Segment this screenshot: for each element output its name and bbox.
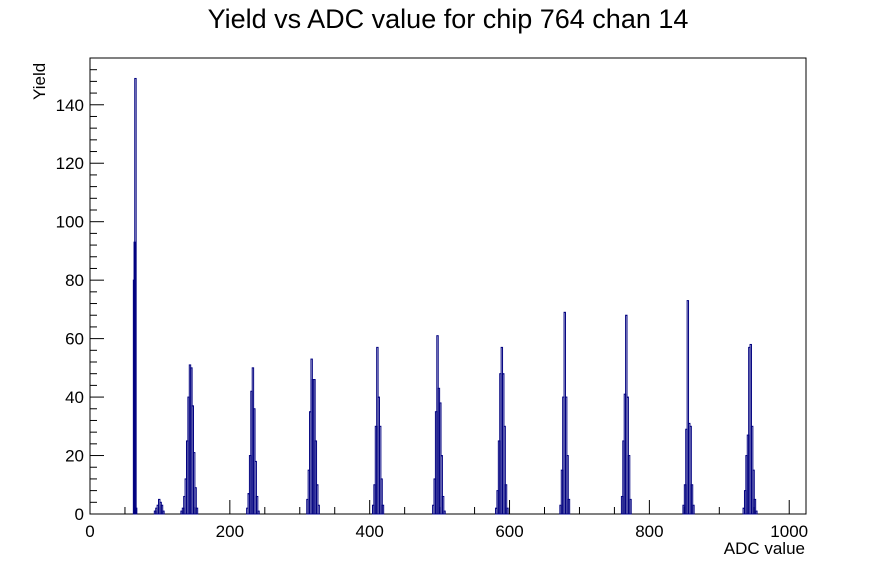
histogram-bin <box>317 504 320 515</box>
histogram-bin <box>504 484 508 515</box>
histogram-bin <box>134 507 138 515</box>
x-tick-label: 200 <box>216 522 244 541</box>
plot-frame <box>89 57 807 515</box>
histogram-bin <box>566 455 569 515</box>
y-tick-label: 100 <box>56 213 84 232</box>
histogram-bin <box>629 498 632 515</box>
histogram-bin <box>160 504 164 515</box>
x-tick-label: 600 <box>495 522 523 541</box>
histogram-bin <box>567 498 571 515</box>
histogram-bin <box>503 425 506 515</box>
histogram-bin <box>690 484 694 515</box>
histogram-bin <box>506 507 509 515</box>
histogram-bin <box>316 484 319 515</box>
axis-ticks: 0 200 400 600 800 1000 0 20 40 60 80 100 120 140 <box>56 57 808 541</box>
histogram-bin <box>443 510 446 515</box>
histogram-bin <box>627 455 631 515</box>
y-tick-label: 140 <box>56 96 84 115</box>
y-tick-label: 60 <box>65 330 84 349</box>
histogram-bin <box>686 300 690 515</box>
histogram-bin <box>162 510 165 515</box>
histogram-bin <box>254 460 257 515</box>
histogram-bin <box>692 504 695 515</box>
histogram-bin <box>441 495 445 515</box>
histogram-bin <box>195 507 199 515</box>
histogram-bin <box>378 425 382 515</box>
histogram-bin <box>380 478 383 515</box>
x-tick-label: 800 <box>635 522 663 541</box>
histogram-bin <box>255 495 259 515</box>
histogram-bin <box>440 455 443 515</box>
y-tick-label: 40 <box>65 388 84 407</box>
histogram-bars <box>132 77 758 515</box>
y-tick-label: 120 <box>56 154 84 173</box>
x-axis-label: ADC value <box>724 539 805 558</box>
histogram-bin <box>755 510 758 515</box>
histogram-bin <box>257 510 260 515</box>
histogram-bin <box>753 498 757 515</box>
x-tick-label: 1000 <box>770 522 808 541</box>
x-tick-label: 400 <box>356 522 384 541</box>
histogram-bin <box>192 452 196 515</box>
histogram-bin <box>381 504 385 515</box>
histogram-bin <box>752 469 755 515</box>
histogram-bin <box>194 487 197 515</box>
histogram-bin <box>314 440 318 515</box>
histogram-bin <box>689 425 692 515</box>
y-tick-label: 0 <box>75 505 84 524</box>
chart-title: Yield vs ADC value for chip 764 chan 14 <box>207 4 689 34</box>
y-tick-label: 20 <box>65 447 84 466</box>
y-tick-label: 80 <box>65 271 84 290</box>
y-axis-label: Yield <box>30 63 49 100</box>
x-tick-label: 0 <box>85 522 94 541</box>
